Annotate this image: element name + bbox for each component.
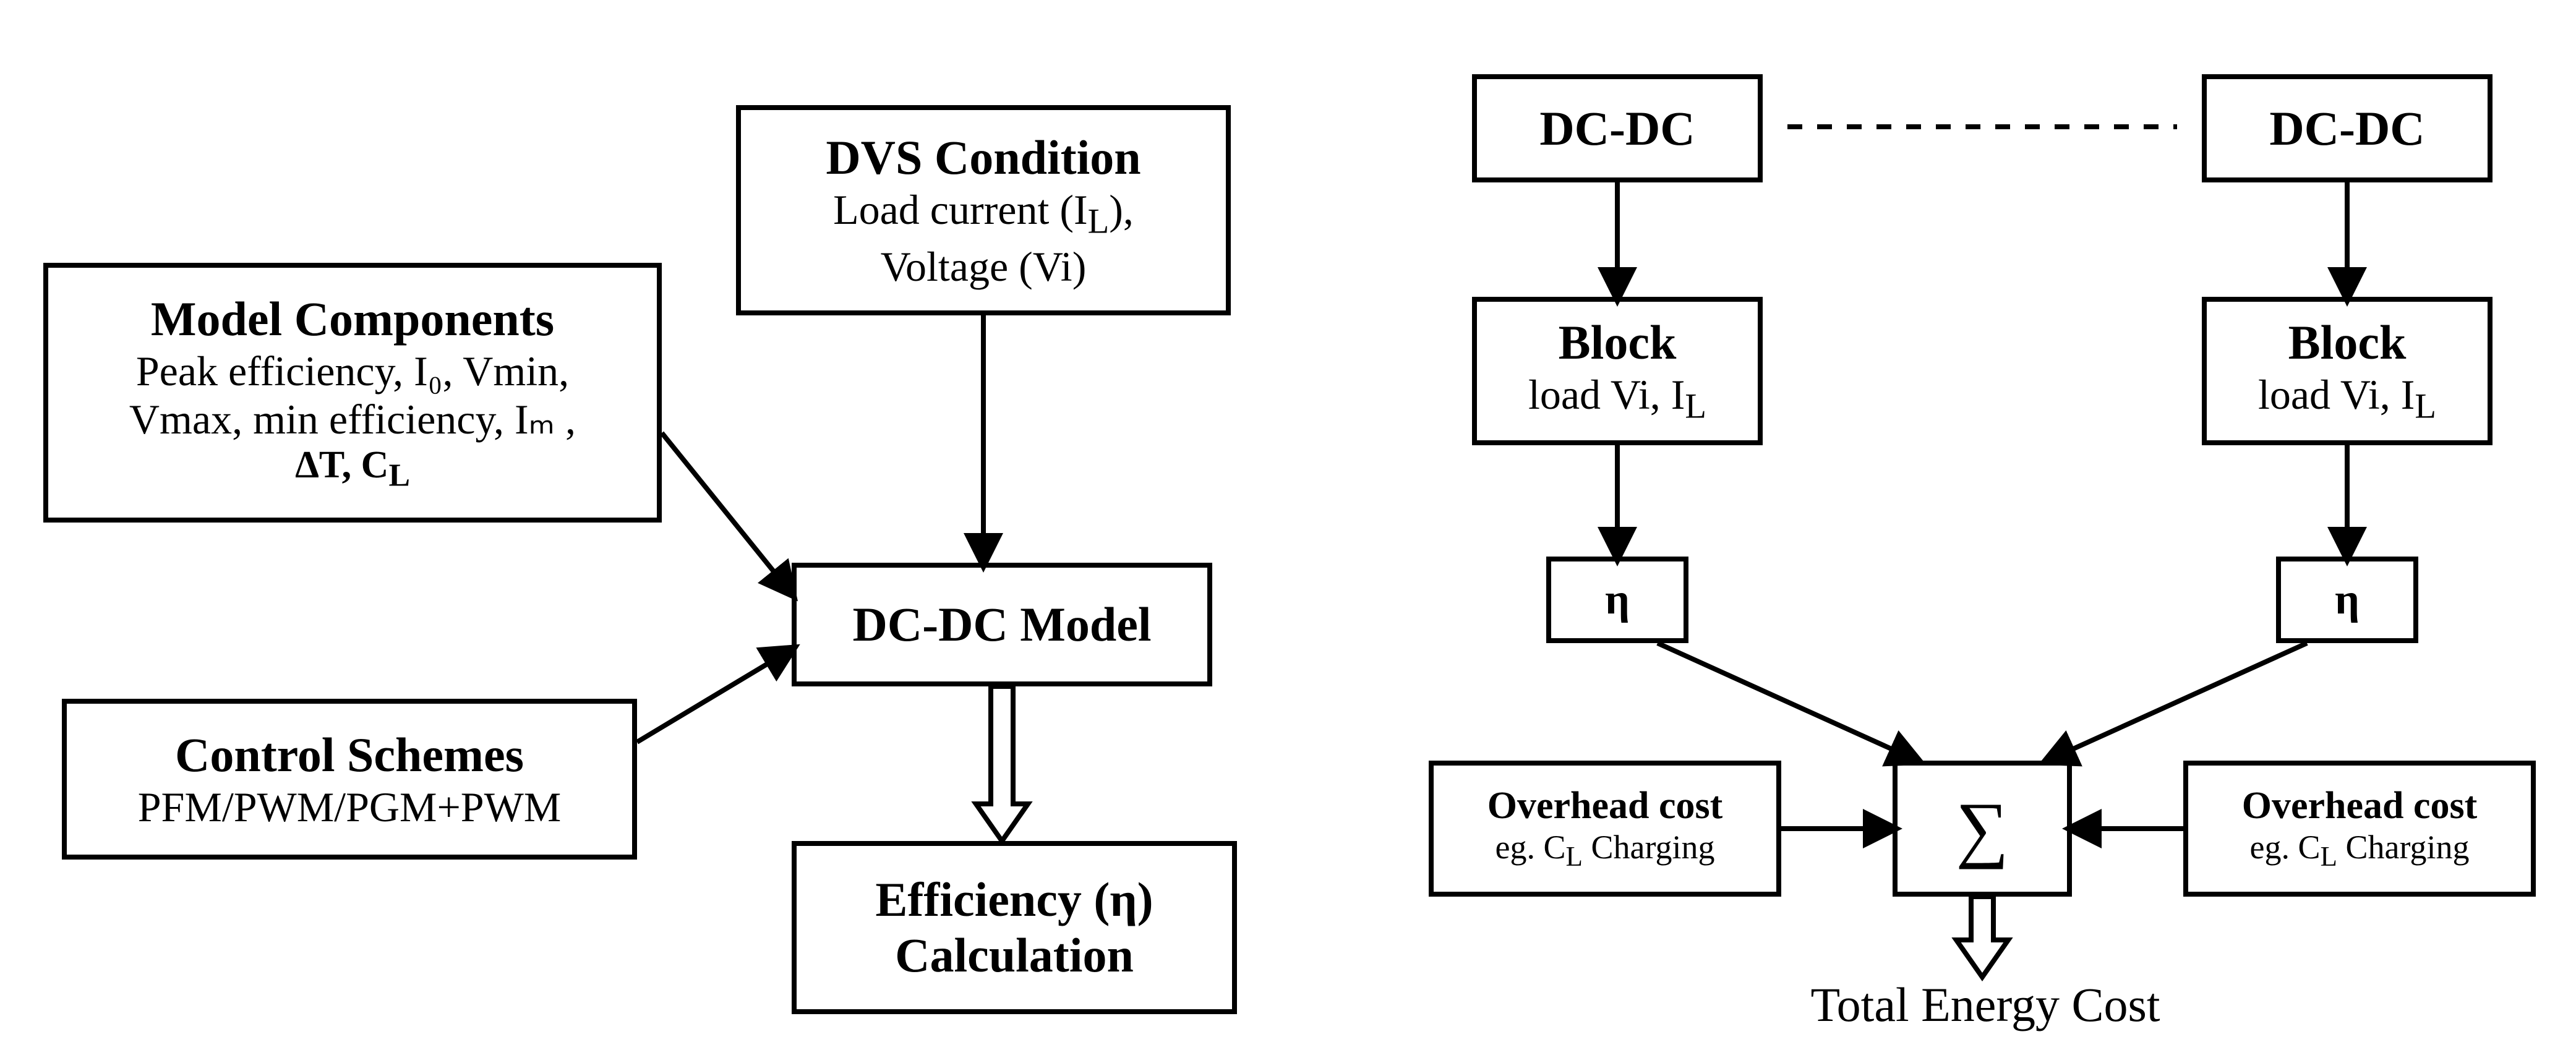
- eta-a-symbol: η: [1605, 575, 1630, 625]
- arrow-dcdc-to-eff: [976, 686, 1028, 841]
- block-b-line: load Vi, IL: [2258, 370, 2436, 427]
- dcdc-b-title: DC-DC: [2269, 101, 2424, 156]
- overhead-b-title: Overhead cost: [2242, 784, 2478, 828]
- box-dcdc-b: DC-DC: [2202, 74, 2493, 182]
- efficiency-calc-title: Efficiency (η)Calculation: [875, 872, 1153, 983]
- block-a-line: load Vi, IL: [1528, 370, 1706, 427]
- box-dcdc-a: DC-DC: [1472, 74, 1763, 182]
- box-sigma: ∑: [1893, 761, 2072, 897]
- model-components-line1: Peak efficiency, I₀, Vmin,: [136, 347, 569, 395]
- dcdc-a-title: DC-DC: [1539, 101, 1695, 156]
- box-efficiency-calc: Efficiency (η)Calculation: [792, 841, 1237, 1014]
- model-components-line2: Vmax, min efficiency, Iₘ ,: [129, 395, 576, 443]
- box-eta-b: η: [2276, 557, 2418, 643]
- box-block-b: Block load Vi, IL: [2202, 297, 2493, 445]
- model-components-title: Model Components: [151, 291, 554, 347]
- box-overhead-b: Overhead cost eg. CL Charging: [2183, 761, 2536, 897]
- overhead-a-line: eg. CL Charging: [1496, 828, 1715, 873]
- box-eta-a: η: [1546, 557, 1688, 643]
- box-dcdc-model: DC-DC Model: [792, 563, 1212, 686]
- arrow-sigma-to-total: [1956, 897, 2008, 977]
- control-schemes-title: Control Schemes: [175, 727, 524, 783]
- overhead-a-title: Overhead cost: [1487, 784, 1723, 828]
- sigma-symbol: ∑: [1956, 786, 2009, 871]
- arrow-cs-to-dcdc: [637, 649, 792, 742]
- diagram-canvas: Model Components Peak efficiency, I₀, Vm…: [0, 0, 2576, 1063]
- box-overhead-a: Overhead cost eg. CL Charging: [1429, 761, 1781, 897]
- block-b-title: Block: [2288, 315, 2407, 370]
- dvs-line1: Load current (IL),: [833, 186, 1134, 242]
- block-a-title: Block: [1559, 315, 1677, 370]
- model-components-line3: ΔT, CL: [295, 443, 410, 494]
- eta-b-symbol: η: [2335, 575, 2360, 625]
- arrows-layer: [0, 0, 2576, 1063]
- box-control-schemes: Control Schemes PFM/PWM/PGM+PWM: [62, 699, 637, 860]
- label-total-energy-cost: Total Energy Cost: [1775, 977, 2196, 1033]
- overhead-b-line: eg. CL Charging: [2250, 828, 2470, 873]
- dvs-title: DVS Condition: [826, 130, 1140, 186]
- control-schemes-line1: PFM/PWM/PGM+PWM: [138, 783, 562, 831]
- arrow-eta-a-to-sigma: [1658, 643, 1917, 761]
- box-dvs-condition: DVS Condition Load current (IL), Voltage…: [736, 105, 1231, 315]
- box-model-components: Model Components Peak efficiency, I₀, Vm…: [43, 263, 662, 523]
- dvs-line2: Voltage (Vi): [881, 242, 1087, 291]
- box-block-a: Block load Vi, IL: [1472, 297, 1763, 445]
- arrow-eta-b-to-sigma: [2047, 643, 2307, 761]
- dcdc-model-title: DC-DC Model: [852, 597, 1151, 652]
- arrow-mc-to-dcdc: [662, 433, 792, 594]
